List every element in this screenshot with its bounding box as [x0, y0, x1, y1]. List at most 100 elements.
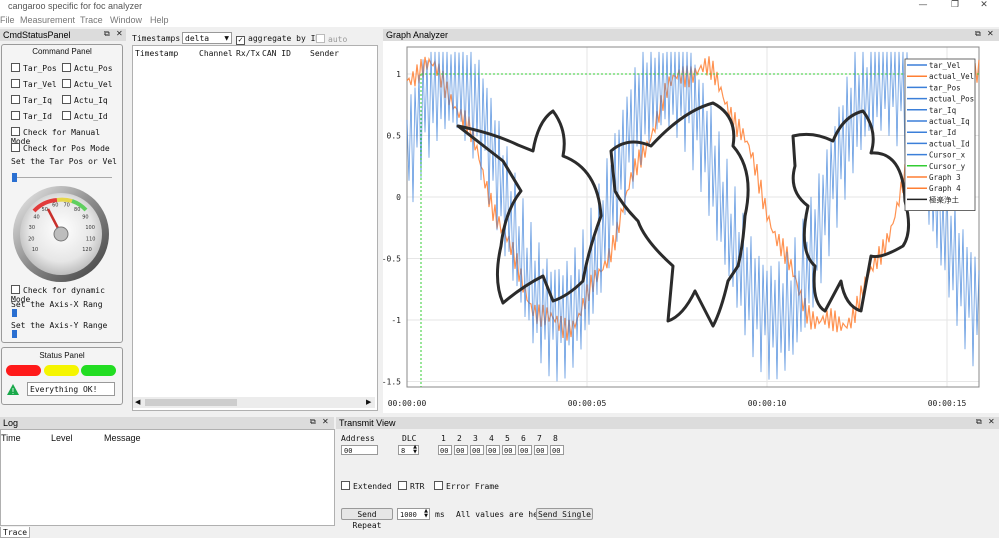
col-channel[interactable]: Channel: [199, 49, 233, 58]
float-icon[interactable]: ⧉: [310, 417, 316, 426]
checkbox[interactable]: [236, 36, 245, 45]
legend-item[interactable]: tar_Vel: [929, 61, 961, 70]
check-tar-pos[interactable]: Tar_Pos: [11, 63, 57, 73]
checkbox[interactable]: [62, 79, 71, 88]
float-icon[interactable]: ⧉: [976, 417, 982, 426]
checkbox[interactable]: [341, 481, 350, 490]
legend-item[interactable]: Cursor_y: [929, 162, 966, 171]
rtr-check[interactable]: RTR: [398, 481, 424, 491]
legend-item[interactable]: Cursor_x: [929, 151, 966, 160]
maximize-button[interactable]: ❐: [950, 0, 960, 10]
check-dynamic-mode[interactable]: Check for dynamic Mode: [11, 285, 122, 304]
menu-trace[interactable]: Trace: [80, 15, 103, 25]
byte-input[interactable]: 00: [470, 445, 484, 455]
gauge-tick-label: 60: [52, 203, 58, 209]
check-pos-mode[interactable]: Check for Pos Mode: [11, 143, 110, 153]
spin-arrows-icon[interactable]: ▲ ▼: [413, 444, 417, 455]
address-input[interactable]: 00: [341, 445, 378, 455]
close-button[interactable]: ✕: [980, 0, 988, 10]
close-icon[interactable]: ✕: [987, 29, 994, 38]
error-frame-check[interactable]: Error Frame: [434, 481, 499, 491]
dlc-spinbox[interactable]: 8 ▲ ▼: [398, 445, 419, 455]
byte-input[interactable]: 00: [534, 445, 548, 455]
checkbox[interactable]: [11, 63, 20, 72]
checkbox[interactable]: [62, 63, 71, 72]
graph-dock-header: Graph Analyzer ⧉ ✕: [383, 29, 999, 41]
minimize-button[interactable]: —: [918, 0, 928, 10]
float-icon[interactable]: ⧉: [975, 29, 981, 38]
col-timestamp[interactable]: Timestamp: [135, 49, 179, 58]
checkbox[interactable]: [11, 111, 20, 120]
checkbox[interactable]: [11, 79, 20, 88]
legend-item[interactable]: tar_Id: [929, 128, 956, 137]
legend-item[interactable]: actual_Iq: [929, 117, 970, 126]
scroll-right-icon[interactable]: ▶: [366, 398, 372, 406]
checkbox[interactable]: [316, 34, 325, 43]
check-tar-iq[interactable]: Tar_Iq: [11, 95, 52, 105]
tar-slider-track[interactable]: [12, 177, 112, 178]
trace-table[interactable]: Timestamp Channel Rx/Tx CAN ID Sender ◀ …: [132, 45, 378, 411]
tar-slider-handle[interactable]: [12, 173, 17, 182]
close-icon[interactable]: ✕: [988, 417, 995, 426]
repeat-interval-spinbox[interactable]: 1000 ▲ ▼: [397, 508, 430, 520]
legend-item[interactable]: tar_Iq: [929, 106, 956, 115]
float-icon[interactable]: ⧉: [104, 29, 110, 38]
graph-plot[interactable]: 1 0.5 0 -0.5 -1 -1.5 00:00:00 00:00:05 00:00:10 0…: [383, 41, 999, 413]
check-actu-iq[interactable]: Actu_Iq: [62, 95, 108, 105]
check-manual-mode[interactable]: Check for Manual Mode: [11, 127, 122, 146]
col-time[interactable]: Time: [1, 433, 21, 443]
menu-window[interactable]: Window: [110, 15, 143, 25]
byte-input[interactable]: 00: [486, 445, 500, 455]
byte-input[interactable]: 00: [550, 445, 564, 455]
menu-file[interactable]: File: [0, 15, 15, 25]
checkbox[interactable]: [434, 481, 443, 490]
timestamps-select[interactable]: delta ▼: [182, 32, 232, 44]
spin-arrows-icon[interactable]: ▲ ▼: [424, 508, 428, 519]
send-repeat-button[interactable]: Send Repeat: [341, 508, 393, 530]
legend-item[interactable]: actual_Id: [929, 139, 970, 148]
col-level[interactable]: Level: [51, 433, 73, 443]
aggregate-check[interactable]: aggregate by ID: [236, 34, 320, 45]
check-tar-vel[interactable]: Tar_Vel: [11, 79, 57, 89]
col-rxtx[interactable]: Rx/Tx: [236, 49, 261, 58]
byte-input[interactable]: 00: [454, 445, 468, 455]
h-scrollbar-thumb[interactable]: [145, 399, 237, 406]
byte-input[interactable]: 00: [518, 445, 532, 455]
close-icon[interactable]: ✕: [116, 29, 123, 38]
log-table[interactable]: Time Level Message: [0, 429, 335, 526]
legend-item[interactable]: Graph 4: [929, 184, 961, 193]
checkbox[interactable]: [62, 111, 71, 120]
graph-area[interactable]: 1 0.5 0 -0.5 -1 -1.5 00:00:00 00:00:05 00:00:10 0…: [383, 41, 999, 413]
checkbox[interactable]: [11, 285, 20, 294]
check-actu-pos[interactable]: Actu_Pos: [62, 63, 113, 73]
close-icon[interactable]: ✕: [322, 417, 329, 426]
axis-x-slider-handle[interactable]: [12, 309, 17, 317]
check-actu-vel[interactable]: Actu_Vel: [62, 79, 113, 89]
byte-input[interactable]: 00: [502, 445, 516, 455]
h-scrollbar[interactable]: ◀ ▶: [133, 397, 375, 408]
checkbox[interactable]: [11, 127, 20, 136]
transmit-title: Transmit View: [339, 418, 396, 428]
checkbox[interactable]: [11, 143, 20, 152]
legend-item[interactable]: actual_Vel: [929, 72, 974, 81]
legend-item[interactable]: 極楽浄土: [929, 194, 959, 204]
legend-item[interactable]: Graph 3: [929, 173, 961, 182]
extended-check[interactable]: Extended: [341, 481, 392, 491]
axis-y-slider-handle[interactable]: [12, 330, 17, 338]
checkbox[interactable]: [11, 95, 20, 104]
check-actu-id[interactable]: Actu_Id: [62, 111, 108, 121]
byte-input[interactable]: 00: [438, 445, 452, 455]
checkbox[interactable]: [398, 481, 407, 490]
tab-trace[interactable]: Trace: [0, 527, 30, 538]
checkbox[interactable]: [62, 95, 71, 104]
send-single-button[interactable]: Send Single: [536, 508, 593, 520]
menu-measurement[interactable]: Measurement: [20, 15, 76, 25]
menu-help[interactable]: Help: [150, 15, 169, 25]
check-tar-id[interactable]: Tar_Id: [11, 111, 52, 121]
col-canid[interactable]: CAN ID: [262, 49, 291, 58]
scroll-left-icon[interactable]: ◀: [135, 398, 141, 406]
legend-item[interactable]: actual_Pos: [929, 95, 974, 104]
col-sender[interactable]: Sender: [310, 49, 339, 58]
col-message[interactable]: Message: [104, 433, 141, 443]
legend-item[interactable]: tar_Pos: [929, 83, 961, 92]
